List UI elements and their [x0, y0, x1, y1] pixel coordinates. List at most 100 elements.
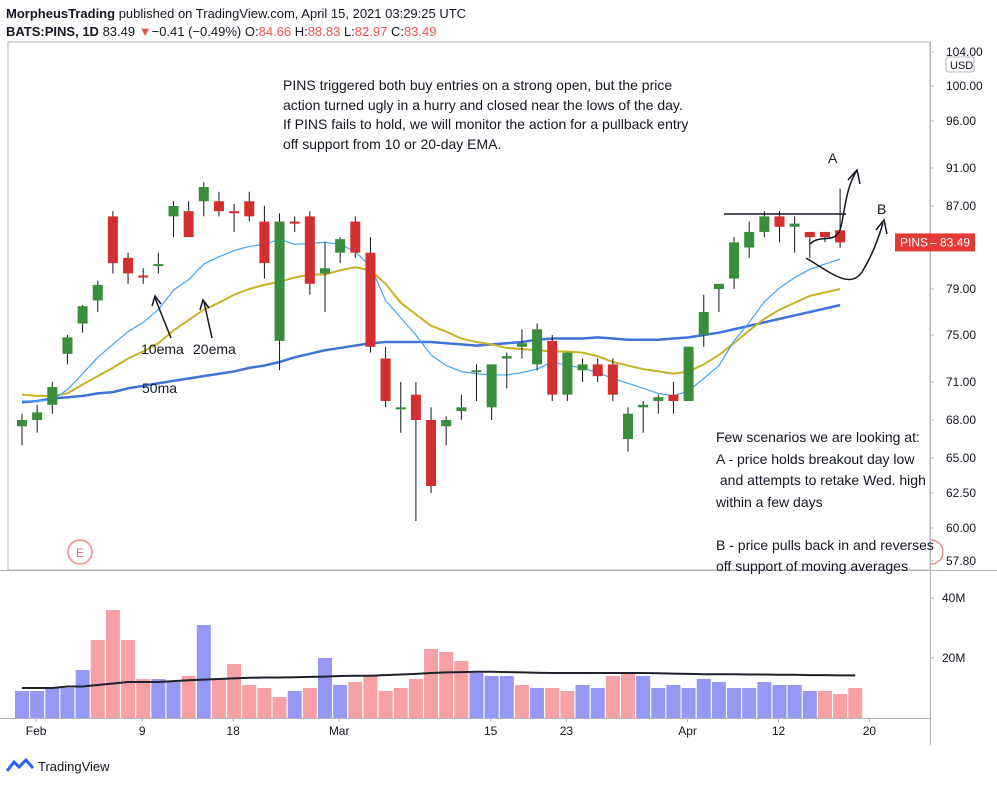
last-price-tag [895, 233, 975, 252]
ema20-label: 20ema [193, 341, 236, 357]
candle-body [107, 216, 118, 264]
candle-body [153, 264, 164, 267]
ema20-callout-arrowhead [199, 298, 210, 311]
price-tick-label: 68.00 [946, 413, 976, 427]
price-tick-label: 75.00 [946, 328, 976, 342]
candle-body [486, 364, 497, 408]
candle-body [789, 223, 800, 227]
volume-bar [45, 688, 60, 718]
candle-body [804, 231, 815, 238]
volume-bar [560, 691, 575, 718]
price-tick-label: 96.00 [946, 114, 976, 128]
volume-bar [590, 688, 605, 718]
scenario-a-arrowhead [847, 168, 861, 185]
last-price-tag-value: – 83.49 [930, 235, 970, 249]
volume-bar [711, 682, 726, 718]
scenario-b-arrowhead [875, 218, 888, 235]
candle-body [456, 407, 467, 412]
volume-bar [439, 652, 454, 718]
price-tick-label: 71.00 [946, 375, 976, 389]
volume-bar [484, 676, 499, 718]
ema10-label: 10ema [141, 341, 184, 357]
volume-bar [499, 676, 514, 718]
volume-bar [242, 685, 257, 718]
time-tick-label: Feb [26, 724, 47, 738]
candle-body [259, 221, 270, 264]
volume-bar [196, 625, 211, 718]
scenario-b-arrow [805, 222, 884, 281]
volume-bar [848, 688, 863, 718]
volume-bar [454, 661, 469, 718]
volume-bar [621, 673, 635, 718]
candle-body [380, 358, 391, 401]
time-tick-label: 9 [139, 724, 146, 738]
volume-bar [136, 679, 151, 718]
volume-bar [90, 640, 105, 718]
candle-body [198, 187, 209, 202]
currency-label: USD [950, 60, 973, 72]
candle-body [532, 329, 543, 365]
scenario-commentary: Few scenarios we are looking at: A - pri… [716, 427, 934, 578]
price-tick-label: 79.00 [946, 282, 976, 296]
currency-badge [945, 56, 975, 73]
price-tick-label: 60.00 [946, 521, 976, 535]
main-commentary: PINS triggered both buy entries on a str… [283, 76, 688, 154]
down-arrow-icon: ▼ [138, 24, 152, 39]
candle-body [744, 231, 755, 248]
candle-body [668, 394, 679, 401]
time-tick-label: Mar [329, 724, 350, 738]
scenario-line: within a few days [716, 493, 823, 510]
volume-bar [378, 691, 393, 718]
candle-body [759, 216, 770, 232]
close-value: 83.49 [403, 24, 437, 39]
time-tick-label: 15 [484, 724, 498, 738]
scenario-line: B - price pulls back in and reverses [716, 536, 934, 553]
volume-bar [181, 676, 196, 718]
commentary-line: If PINS fails to hold, we will monitor t… [283, 116, 689, 132]
candle-body [835, 230, 846, 243]
volume-bar [318, 658, 332, 718]
high-value: 88.83 [307, 24, 341, 39]
close-label: C: [390, 24, 404, 39]
symbol-label[interactable]: BATS:PINS, 1D [6, 24, 99, 39]
last-price-tag-symbol: PINS [900, 235, 928, 249]
commentary-line: off support from 10 or 20-day EMA. [283, 135, 502, 152]
scenario-a-label: A [828, 150, 838, 166]
time-tick-label: 18 [226, 724, 240, 738]
volume-bar [333, 685, 348, 718]
publisher-line: MorpheusTrading published on TradingView… [6, 6, 466, 21]
price-tick-label: 65.00 [946, 451, 976, 465]
published-text: published on TradingView.com, April 15, … [118, 6, 467, 21]
candle-body [623, 413, 633, 439]
last-price: 83.49 [102, 24, 136, 39]
scenario-b-label: B [877, 201, 886, 217]
volume-bar [272, 697, 287, 718]
candle-body [441, 420, 452, 427]
time-tick-label: 12 [772, 724, 786, 738]
candle-body [577, 364, 588, 371]
candle-body [62, 337, 73, 354]
candle-body [138, 275, 149, 278]
candle-body [607, 364, 618, 395]
volume-bar [833, 694, 848, 718]
publisher-name[interactable]: MorpheusTrading [6, 6, 116, 21]
volume-bar [817, 691, 832, 718]
candle-body [698, 312, 709, 335]
candle-body [123, 257, 134, 274]
candle-body [426, 420, 437, 486]
change-value: −0.41 (−0.49%) [151, 24, 242, 39]
price-tick-label: 57.80 [946, 554, 976, 568]
commentary-line: PINS triggered both buy entries on a str… [283, 77, 673, 93]
volume-bar [287, 691, 302, 718]
tradingview-logo[interactable]: TradingView [6, 758, 110, 774]
volume-bar [15, 691, 29, 718]
volume-bar [787, 685, 802, 718]
volume-bar [651, 688, 666, 718]
price-tick-label: 104.00 [946, 45, 983, 59]
tradingview-brand: TradingView [38, 758, 110, 774]
candle-body [819, 231, 830, 238]
time-tick-label: 23 [560, 724, 574, 738]
candle-body [335, 239, 346, 253]
price-tick-label: 91.00 [946, 161, 976, 175]
